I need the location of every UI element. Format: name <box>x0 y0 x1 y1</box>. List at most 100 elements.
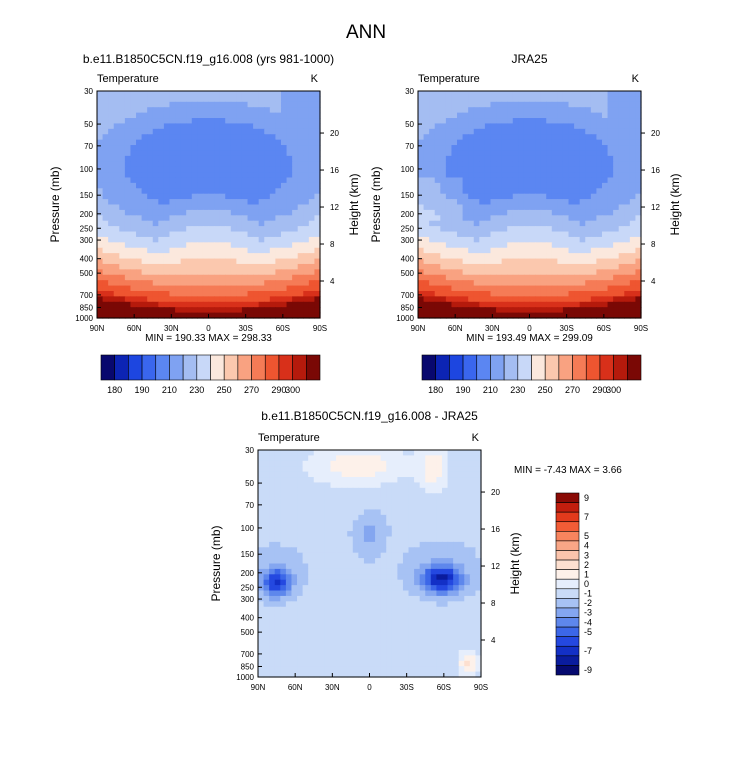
contour-cell <box>191 226 198 233</box>
contour-cell <box>163 96 171 103</box>
contour-cell <box>241 258 249 265</box>
contour-cell <box>434 296 441 303</box>
contour-cell <box>512 123 519 130</box>
contour-cell <box>475 639 482 646</box>
contour-cell <box>291 482 298 489</box>
contour-cell <box>336 471 343 478</box>
contour-cell <box>292 177 299 184</box>
contour-cell <box>629 204 637 211</box>
contour-cell <box>441 606 449 613</box>
contour-cell <box>236 215 243 222</box>
contour-cell <box>430 639 437 646</box>
contour-cell <box>258 504 265 511</box>
contour-cell <box>523 226 531 233</box>
contour-cell <box>447 628 454 635</box>
contour-cell <box>319 509 326 516</box>
contour-cell <box>314 220 321 227</box>
contour-cell <box>102 269 109 276</box>
contour-cell <box>585 96 592 103</box>
contour-cell <box>130 112 137 119</box>
contour-cell <box>297 639 304 646</box>
contour-cell <box>419 558 426 565</box>
contour-cell <box>469 574 477 581</box>
contour-cell <box>613 101 620 108</box>
contour-cell <box>585 182 592 189</box>
contour-cell <box>302 487 309 494</box>
contour-cell <box>624 247 631 254</box>
contour-cell <box>113 285 120 292</box>
contour-cell <box>141 166 148 173</box>
contour-cell <box>579 204 586 211</box>
contour-cell <box>219 177 226 184</box>
contour-cell <box>347 487 354 494</box>
y-tick-label: 100 <box>80 165 94 174</box>
contour-cell <box>574 253 581 260</box>
contour-cell <box>479 199 486 206</box>
contour-cell <box>308 617 315 624</box>
contour-cell <box>451 258 458 265</box>
contour-cell <box>375 482 382 489</box>
contour-cell <box>113 118 120 125</box>
contour-cell <box>119 172 126 179</box>
contour-cell <box>291 455 298 462</box>
contour-cell <box>163 280 171 287</box>
contour-cell <box>629 301 637 308</box>
contour-cell <box>568 101 575 108</box>
contour-cell <box>468 220 475 227</box>
contour-cell <box>180 242 187 249</box>
contour-cell <box>501 280 508 287</box>
contour-cell <box>607 307 614 314</box>
contour-cell <box>540 263 547 270</box>
contour-cell <box>429 177 436 184</box>
contour-cell <box>441 466 449 473</box>
contour-cell <box>369 514 376 521</box>
contour-cell <box>152 199 159 206</box>
contour-cell <box>208 139 215 146</box>
contour-cell <box>590 161 597 168</box>
contour-cell <box>363 639 371 646</box>
contour-cell <box>175 274 182 281</box>
contour-cell <box>302 622 309 629</box>
contour-cell <box>601 150 609 157</box>
contour-cell <box>375 563 382 570</box>
contour-cell <box>607 253 614 260</box>
y-tick-label: 500 <box>401 269 415 278</box>
contour-cell <box>590 182 597 189</box>
contour-cell <box>579 220 586 227</box>
contour-cell <box>303 209 310 216</box>
contour-cell <box>330 558 337 565</box>
contour-cell <box>263 585 270 592</box>
contour-cell <box>230 247 237 254</box>
contour-cell <box>314 193 321 200</box>
contour-cell <box>247 199 254 206</box>
contour-cell <box>535 274 542 281</box>
contour-cell <box>557 296 564 303</box>
contour-cell <box>97 139 104 146</box>
contour-cell <box>163 274 171 281</box>
contour-cell <box>529 96 536 103</box>
contour-cell <box>574 118 581 125</box>
contour-cell <box>451 296 458 303</box>
contour-cell <box>562 204 570 211</box>
contour-cell <box>292 253 299 260</box>
contour-cell <box>330 574 337 581</box>
contour-cell <box>175 263 182 270</box>
contour-cell <box>423 177 430 184</box>
contour-cell <box>275 220 282 227</box>
contour-cell <box>208 301 215 308</box>
contour-cell <box>479 296 486 303</box>
contour-cell <box>429 112 436 119</box>
contour-cell <box>264 155 271 162</box>
contour-cell <box>186 231 193 238</box>
contour-cell <box>601 123 609 130</box>
contour-cell <box>124 220 132 227</box>
contour-cell <box>274 639 281 646</box>
contour-cell <box>518 150 525 157</box>
contour-cell <box>414 493 421 500</box>
contour-cell <box>180 285 187 292</box>
contour-cell <box>319 590 326 597</box>
contour-cell <box>462 123 469 130</box>
contour-cell <box>147 182 154 189</box>
contour-cell <box>601 188 609 195</box>
contour-cell <box>607 193 614 200</box>
